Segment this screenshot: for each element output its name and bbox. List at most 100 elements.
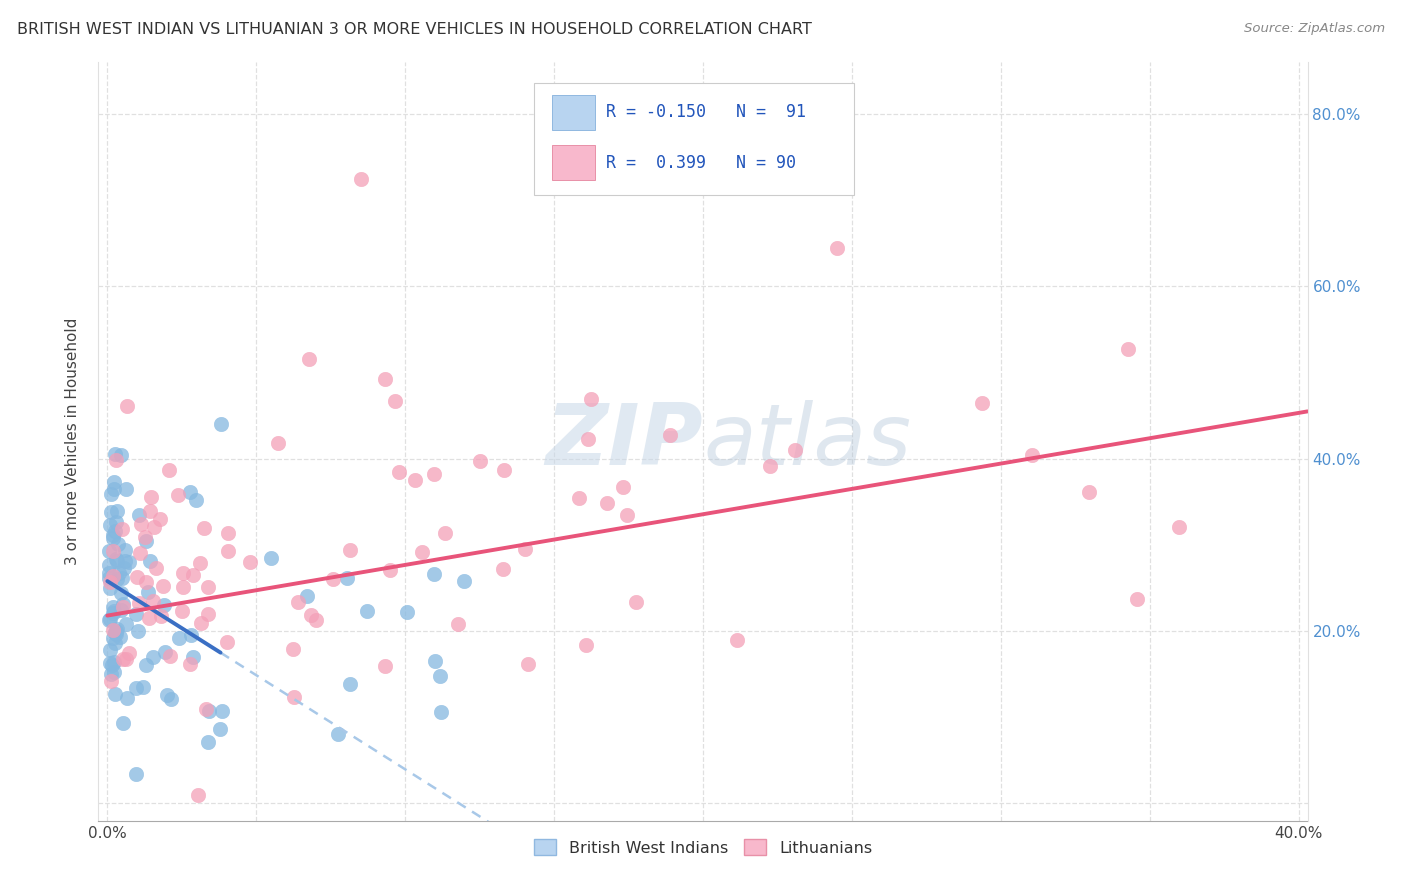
Point — [98, 582, 121, 596]
Point — [215, 635, 238, 649]
Point — [124, 607, 146, 622]
Point — [98, 566, 121, 580]
Point — [725, 632, 748, 647]
Point — [513, 542, 536, 557]
Point — [142, 520, 165, 534]
Point — [197, 735, 219, 749]
Point — [104, 626, 127, 640]
Point — [193, 521, 215, 535]
Point — [374, 659, 396, 673]
Point — [97, 571, 120, 585]
Point — [159, 649, 181, 664]
Point — [1078, 485, 1101, 500]
Point — [104, 453, 127, 467]
Point — [101, 528, 124, 542]
Point — [97, 613, 120, 627]
Point — [429, 669, 451, 683]
Point — [127, 624, 149, 639]
Point — [149, 512, 172, 526]
Point — [134, 530, 156, 544]
Point — [423, 566, 446, 581]
Point — [180, 628, 202, 642]
Point — [112, 715, 135, 730]
Point — [107, 572, 129, 586]
Point — [153, 598, 176, 612]
Point — [101, 569, 124, 583]
Point — [118, 555, 141, 569]
Point — [616, 508, 638, 522]
Point — [188, 556, 211, 570]
Point — [166, 488, 188, 502]
Point — [103, 636, 125, 650]
Point — [125, 767, 148, 781]
Point — [145, 561, 167, 575]
Point — [492, 562, 515, 576]
Point — [111, 571, 134, 585]
Point — [283, 690, 305, 704]
Point — [339, 677, 361, 691]
Point — [349, 171, 371, 186]
Point — [574, 638, 596, 652]
Point — [100, 657, 122, 671]
Point — [299, 608, 322, 623]
FancyBboxPatch shape — [534, 83, 855, 195]
Point — [103, 482, 125, 496]
Point — [111, 652, 134, 666]
Point — [576, 432, 599, 446]
Point — [117, 399, 139, 413]
Point — [211, 705, 233, 719]
Point — [239, 555, 262, 569]
Point — [179, 485, 201, 500]
Point — [825, 241, 848, 255]
Point — [423, 467, 446, 482]
Point — [128, 508, 150, 523]
Point — [110, 603, 132, 617]
Point — [339, 542, 361, 557]
Point — [103, 604, 125, 618]
Point — [217, 544, 239, 558]
Point — [100, 487, 122, 501]
Point — [423, 654, 446, 668]
Point — [494, 463, 516, 477]
Point — [103, 665, 125, 679]
Point — [125, 569, 148, 583]
Point — [970, 396, 993, 410]
Point — [160, 692, 183, 706]
Point — [411, 545, 433, 559]
Point — [384, 394, 406, 409]
Point — [209, 417, 232, 432]
Point — [374, 371, 396, 385]
Point — [612, 479, 634, 493]
Point — [114, 652, 136, 666]
Point — [110, 448, 132, 462]
Point — [108, 630, 131, 644]
Point — [156, 688, 179, 702]
Point — [172, 580, 194, 594]
Point — [135, 658, 157, 673]
Point — [139, 554, 162, 568]
Point — [758, 458, 780, 473]
Point — [404, 473, 426, 487]
Text: atlas: atlas — [703, 400, 911, 483]
Point — [114, 543, 136, 558]
Point — [139, 490, 162, 504]
Point — [266, 436, 288, 450]
Point — [103, 524, 125, 538]
Point — [101, 658, 124, 673]
Point — [336, 571, 359, 585]
Point — [453, 574, 475, 588]
Point — [129, 546, 152, 560]
Point — [101, 531, 124, 545]
Point — [172, 604, 194, 618]
Point — [568, 491, 591, 505]
Point — [129, 516, 152, 531]
Point — [190, 615, 212, 630]
Point — [97, 544, 120, 558]
Point — [115, 482, 138, 496]
Text: ZIP: ZIP — [546, 400, 703, 483]
Point — [114, 617, 136, 632]
Point — [287, 595, 309, 609]
Point — [136, 585, 159, 599]
Point — [516, 657, 538, 671]
Point — [433, 526, 456, 541]
